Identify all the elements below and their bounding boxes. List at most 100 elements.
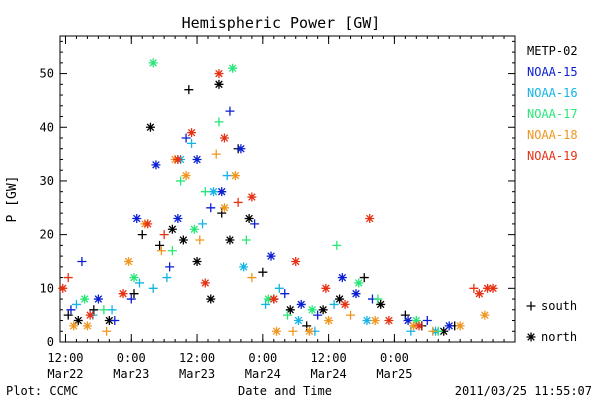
data-point-south [313,310,323,320]
data-point-south [99,305,109,315]
data-point-north [335,294,345,304]
data-point-north [266,251,276,261]
legend-series-label: NOAA-15 [527,65,578,79]
data-point-north [483,283,493,293]
footer-timestamp: 2011/03/25 11:55:07 [455,384,592,398]
data-point-north [263,294,273,304]
data-point-north [351,289,361,299]
data-point-north [178,235,188,245]
data-point-north [307,305,317,315]
data-point-south [373,294,383,304]
data-point-south [102,326,112,336]
data-point-north [439,326,449,336]
data-point-south [211,149,221,159]
data-point-north [269,294,279,304]
data-point-north [219,203,229,213]
legend-series-label: NOAA-19 [527,149,578,163]
data-point-south [332,240,342,250]
data-point-south [162,273,172,283]
legend-series-label: METP-02 [527,44,578,58]
data-point-north [69,321,79,331]
data-point-south [250,219,260,229]
data-point-north [321,283,331,293]
legend-series-label: NOAA-16 [527,86,578,100]
legend-series-label: NOAA-18 [527,128,578,142]
y-tick-label: 30 [40,174,54,188]
data-point-north [455,321,465,331]
data-point-north [85,310,95,320]
data-point-north [236,144,246,154]
data-point-south [206,203,216,213]
data-point-north [384,316,394,326]
data-point-south [422,316,432,326]
data-point-north [340,299,350,309]
data-point-north [148,58,158,68]
data-point-north [230,171,240,181]
data-point-south [126,294,136,304]
data-point-north [129,273,139,283]
data-point-south [258,267,268,277]
data-point-south [233,197,243,207]
data-point-north [192,154,202,164]
data-point-south [176,176,186,186]
data-point-south [134,278,144,288]
footer-source: Plot: CCMC [6,384,78,398]
data-point-south [526,301,536,311]
data-point-south [184,85,194,95]
legend-series-label: NOAA-17 [527,107,578,121]
data-point-north [337,273,347,283]
data-point-south [181,133,191,143]
data-point-north [225,235,235,245]
x-tick-label-date: Mar24 [311,367,347,381]
data-point-north [73,316,83,326]
data-point-south [187,138,197,148]
data-point-north [187,128,197,138]
data-point-north [365,214,375,224]
x-axis-label: Date and Time [238,384,332,398]
data-point-north [118,289,128,299]
data-point-north [189,224,199,234]
data-point-north [208,187,218,197]
data-point-north [411,316,421,326]
data-point-north [200,278,210,288]
data-point-south [428,326,438,336]
data-point-south [469,283,479,293]
plot-frame [59,35,516,343]
x-tick-label-time: 0:00 [380,351,409,365]
x-tick-label-time: 12:00 [47,351,83,365]
data-point-south [195,235,205,245]
data-point-north [291,256,301,266]
data-point-south [110,316,120,326]
data-point-north [296,299,306,309]
data-point-north [82,321,92,331]
data-point-south [288,326,298,336]
chart-title: Hemispheric Power [GW] [182,14,381,32]
x-tick-label-date: Mar24 [245,367,281,381]
y-tick-label: 10 [40,281,54,295]
x-tick-label-date: Mar25 [376,367,412,381]
data-point-north [488,283,498,293]
data-point-north [247,192,257,202]
data-point-south [66,305,76,315]
data-point-north [228,63,238,73]
x-tick-label-date: Mar23 [113,367,149,381]
data-point-north [93,294,103,304]
data-point-north [173,154,183,164]
data-point-south [200,187,210,197]
x-tick-label-time: 0:00 [248,351,277,365]
y-tick-label: 20 [40,228,54,242]
data-point-north [376,299,386,309]
data-point-south [222,171,232,181]
data-point-north [206,294,216,304]
data-point-south [359,273,369,283]
data-point-south [107,305,117,315]
data-point-south [63,273,73,283]
x-tick-label-time: 0:00 [117,351,146,365]
data-point-south [283,310,292,320]
data-point-north [480,310,490,320]
x-tick-label-time: 12:00 [179,351,215,365]
data-point-south [63,310,73,320]
data-point-north [244,214,254,224]
data-point-south [329,299,339,309]
